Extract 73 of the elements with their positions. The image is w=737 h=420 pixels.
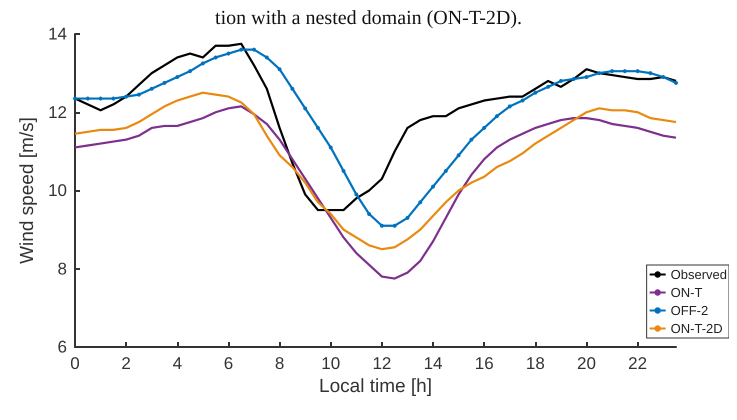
y-axis-title: Wind speed [m/s] xyxy=(17,117,38,264)
x-tick-label: 2 xyxy=(121,354,131,373)
point xyxy=(508,104,512,108)
line-series xyxy=(74,92,678,250)
point xyxy=(175,75,180,80)
point xyxy=(584,75,588,80)
point xyxy=(392,224,397,228)
point xyxy=(354,192,358,196)
point xyxy=(661,75,666,80)
point xyxy=(136,92,141,97)
x-tick-label: 22 xyxy=(628,354,648,373)
y-tick-label: 12 xyxy=(48,102,67,122)
point xyxy=(546,84,550,89)
point xyxy=(86,96,90,101)
x-tick-label: 6 xyxy=(224,354,234,373)
point xyxy=(226,52,230,56)
x-axis-title: Local time [h] xyxy=(319,376,432,397)
x-tick-label: 20 xyxy=(577,354,596,373)
x-tick-label: 12 xyxy=(372,354,392,373)
point xyxy=(444,168,448,173)
x-tick-label: 16 xyxy=(474,354,494,373)
point xyxy=(520,98,525,103)
point xyxy=(367,212,372,216)
point xyxy=(98,96,103,101)
x-tick-label: 18 xyxy=(526,354,545,373)
point xyxy=(610,69,614,74)
point xyxy=(405,216,410,220)
point xyxy=(342,168,346,173)
point xyxy=(278,67,282,72)
point xyxy=(188,69,192,74)
point xyxy=(558,78,563,83)
x-tick-label: 8 xyxy=(274,354,284,373)
point xyxy=(73,96,77,101)
y-tick-label: 8 xyxy=(58,259,67,278)
legend-label: OFF-2 xyxy=(670,303,708,318)
point xyxy=(597,71,602,76)
point xyxy=(456,153,461,158)
point xyxy=(316,126,320,130)
legend-label: ON-T xyxy=(670,285,702,300)
point xyxy=(636,69,640,74)
x-tick-label: 14 xyxy=(424,354,443,373)
point xyxy=(648,71,652,76)
point xyxy=(303,106,308,110)
point xyxy=(162,80,167,85)
y-tick-label: 10 xyxy=(48,181,67,200)
point xyxy=(418,200,422,204)
point xyxy=(290,86,294,91)
point xyxy=(264,55,269,60)
legend-label: ON-T-2D xyxy=(670,321,723,336)
point xyxy=(572,76,576,81)
x-tick-label: 10 xyxy=(321,354,340,373)
point xyxy=(469,138,474,142)
point xyxy=(124,94,128,99)
point xyxy=(239,48,244,52)
point xyxy=(533,90,538,95)
point xyxy=(482,126,486,130)
y-tick-label: 14 xyxy=(48,24,67,44)
point xyxy=(674,80,678,85)
x-tick-label: 4 xyxy=(172,354,182,373)
point xyxy=(150,86,154,91)
y-tick-label: 6 xyxy=(58,338,67,356)
point xyxy=(328,145,333,150)
point xyxy=(252,48,256,52)
x-tick-label: 0 xyxy=(70,354,80,373)
point xyxy=(380,224,384,228)
point xyxy=(111,96,116,101)
legend-label: Observed xyxy=(670,267,728,282)
point xyxy=(494,114,499,118)
point xyxy=(214,55,218,60)
point xyxy=(622,69,627,74)
point xyxy=(200,61,205,66)
point xyxy=(431,184,436,189)
text: tion with a nested domain (ON-T-2D). xyxy=(215,7,522,29)
